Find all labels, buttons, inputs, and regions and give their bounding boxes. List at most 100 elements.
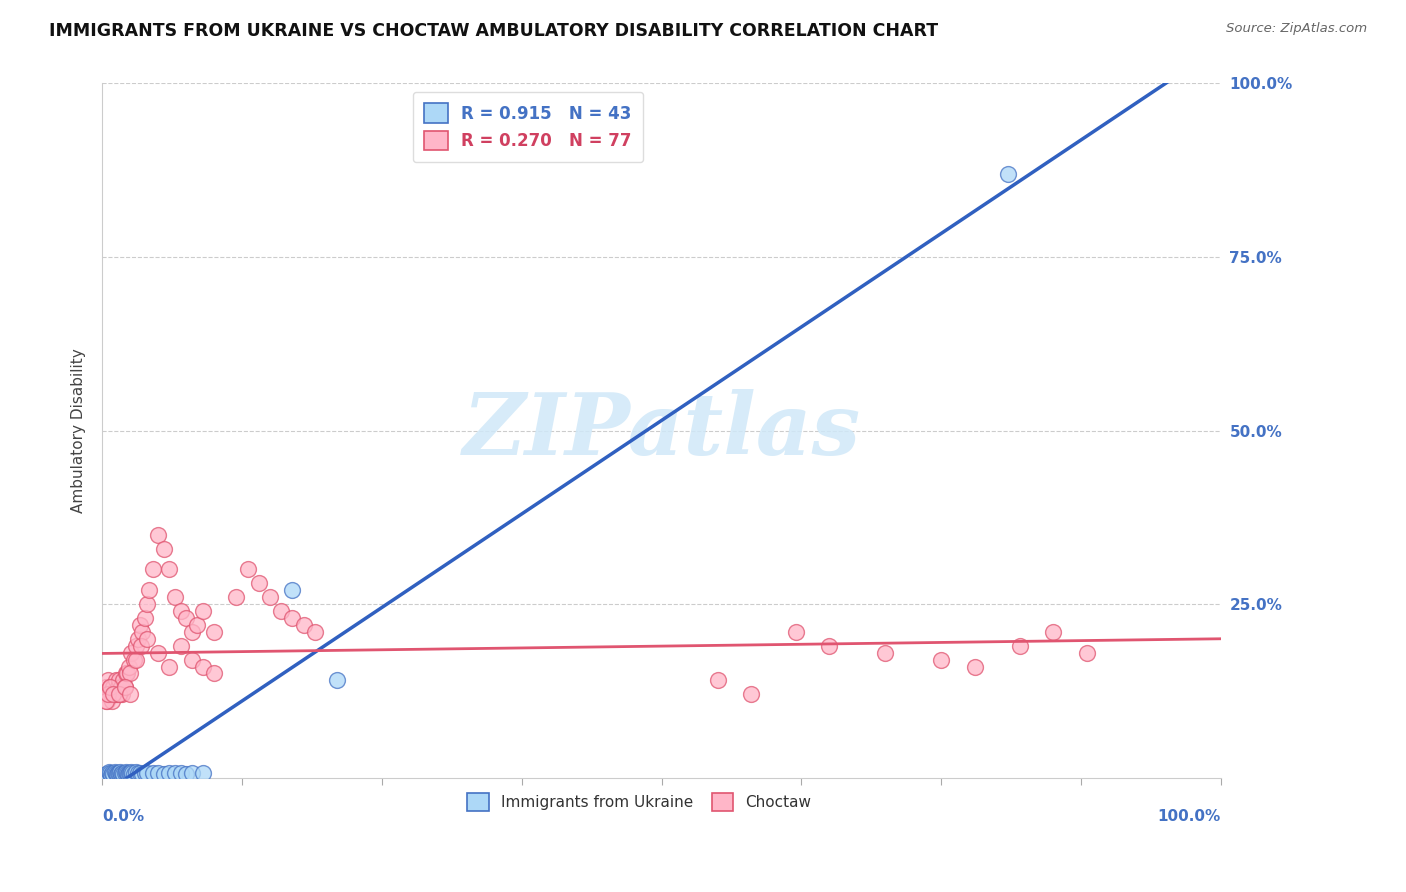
Point — [115, 666, 138, 681]
Point — [136, 632, 159, 646]
Text: 100.0%: 100.0% — [1157, 809, 1220, 824]
Point — [131, 639, 153, 653]
Point — [169, 766, 191, 780]
Point — [103, 681, 125, 695]
Point — [120, 765, 142, 780]
Point — [98, 766, 121, 780]
Point — [97, 768, 120, 782]
Point — [120, 646, 142, 660]
Point — [259, 590, 281, 604]
Point — [114, 766, 136, 780]
Point — [136, 597, 159, 611]
Point — [125, 652, 148, 666]
Point — [94, 694, 117, 708]
Point — [101, 765, 124, 780]
Point — [98, 681, 121, 695]
Point — [180, 652, 202, 666]
Point — [202, 666, 225, 681]
Point — [1076, 646, 1098, 660]
Point — [180, 765, 202, 780]
Point — [105, 767, 128, 781]
Point — [103, 764, 125, 779]
Legend: Immigrants from Ukraine, Choctaw: Immigrants from Ukraine, Choctaw — [460, 786, 818, 819]
Point — [152, 767, 174, 781]
Point — [292, 618, 315, 632]
Point — [146, 527, 169, 541]
Point — [94, 767, 117, 781]
Point — [97, 764, 120, 779]
Point — [120, 764, 142, 779]
Point — [1042, 624, 1064, 639]
Point — [281, 611, 304, 625]
Point — [122, 767, 145, 781]
Y-axis label: Ambulatory Disability: Ambulatory Disability — [72, 348, 86, 513]
Point — [247, 576, 270, 591]
Point — [134, 611, 156, 625]
Point — [142, 562, 165, 576]
Point — [121, 766, 143, 780]
Point — [202, 624, 225, 639]
Point — [186, 618, 208, 632]
Point — [118, 766, 141, 780]
Point — [169, 639, 191, 653]
Point — [108, 673, 131, 688]
Point — [129, 618, 152, 632]
Point — [108, 764, 131, 779]
Text: IMMIGRANTS FROM UKRAINE VS CHOCTAW AMBULATORY DISABILITY CORRELATION CHART: IMMIGRANTS FROM UKRAINE VS CHOCTAW AMBUL… — [49, 22, 938, 40]
Point — [304, 624, 326, 639]
Point — [157, 562, 180, 576]
Point — [93, 687, 115, 701]
Point — [152, 541, 174, 556]
Point — [163, 765, 186, 780]
Point — [101, 694, 124, 708]
Point — [120, 687, 142, 701]
Point — [225, 590, 247, 604]
Point — [706, 673, 728, 688]
Point — [103, 687, 125, 701]
Point — [1008, 639, 1031, 653]
Point — [191, 604, 214, 618]
Point — [118, 659, 141, 673]
Point — [875, 646, 897, 660]
Point — [108, 687, 131, 701]
Point — [111, 765, 134, 780]
Point — [107, 681, 129, 695]
Point — [129, 766, 152, 780]
Point — [117, 767, 139, 781]
Point — [111, 687, 134, 701]
Point — [236, 562, 259, 576]
Point — [103, 687, 125, 701]
Point — [163, 590, 186, 604]
Point — [114, 666, 136, 681]
Point — [138, 583, 160, 598]
Point — [818, 639, 841, 653]
Point — [100, 687, 122, 701]
Point — [114, 681, 136, 695]
Point — [157, 659, 180, 673]
Point — [120, 666, 142, 681]
Point — [103, 767, 125, 781]
Point — [191, 659, 214, 673]
Point — [98, 681, 121, 695]
Point — [108, 766, 131, 780]
Point — [122, 652, 145, 666]
Point — [174, 611, 197, 625]
Point — [157, 766, 180, 780]
Point — [125, 639, 148, 653]
Point — [963, 659, 986, 673]
Point — [104, 766, 127, 780]
Point — [136, 766, 159, 780]
Text: ZIPatlas: ZIPatlas — [463, 389, 860, 472]
Point — [131, 624, 153, 639]
Text: Source: ZipAtlas.com: Source: ZipAtlas.com — [1226, 22, 1367, 36]
Point — [270, 604, 292, 618]
Point — [105, 687, 128, 701]
Point — [169, 604, 191, 618]
Point — [125, 764, 148, 779]
Point — [997, 167, 1019, 181]
Point — [142, 765, 165, 780]
Point — [104, 673, 127, 688]
Point — [191, 766, 214, 780]
Point — [115, 765, 138, 780]
Point — [740, 687, 762, 701]
